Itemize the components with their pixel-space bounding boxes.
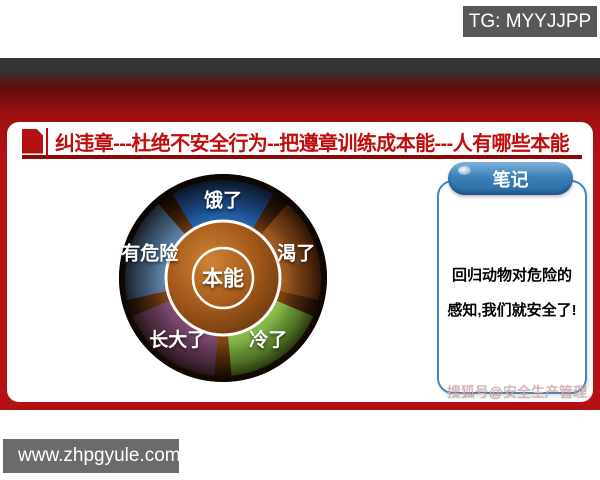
pie-label-0: 饿了 [203, 189, 242, 212]
pie-label-3: 长大了 [149, 328, 206, 351]
pie-label-4: 有危险 [121, 242, 179, 265]
tg-badge: TG: MYYJJPP [463, 6, 597, 37]
page-icon [22, 128, 43, 154]
sohu-watermark: 搜狐号@安全生产管理 [446, 384, 587, 400]
content-box: 纠违章---杜绝不安全行为--把遵章训练成本能---人有哪些本能 [7, 122, 593, 402]
notes-panel: 回归动物对危险的 感知,我们就安全了! [437, 180, 587, 394]
notes-line-1: 回归动物对危险的 [451, 267, 572, 284]
footer-watermark-box: www.zhpgyule.com [3, 439, 181, 473]
title-bar: 纠违章---杜绝不安全行为--把遵章训练成本能---人有哪些本能 [22, 126, 570, 156]
notes-header-pill: 笔记 [448, 162, 573, 195]
slide-title: 纠违章---杜绝不安全行为--把遵章训练成本能---人有哪些本能 [55, 132, 570, 155]
pie-label-1: 渴了 [277, 242, 315, 265]
center-circle [191, 246, 255, 310]
center-label: 本能 [202, 267, 244, 291]
title-divider [46, 127, 48, 155]
footer-watermark-label: www.zhpgyule.com [18, 445, 181, 466]
title-underline [22, 155, 582, 159]
gloss-highlight-icon [458, 166, 471, 175]
notes-line-2: 感知,我们就安全了! [447, 302, 577, 319]
tg-badge-label: TG: MYYJJPP [468, 10, 592, 32]
pie-label-2: 冷了 [249, 328, 287, 351]
notes-header-label: 笔记 [492, 169, 529, 190]
